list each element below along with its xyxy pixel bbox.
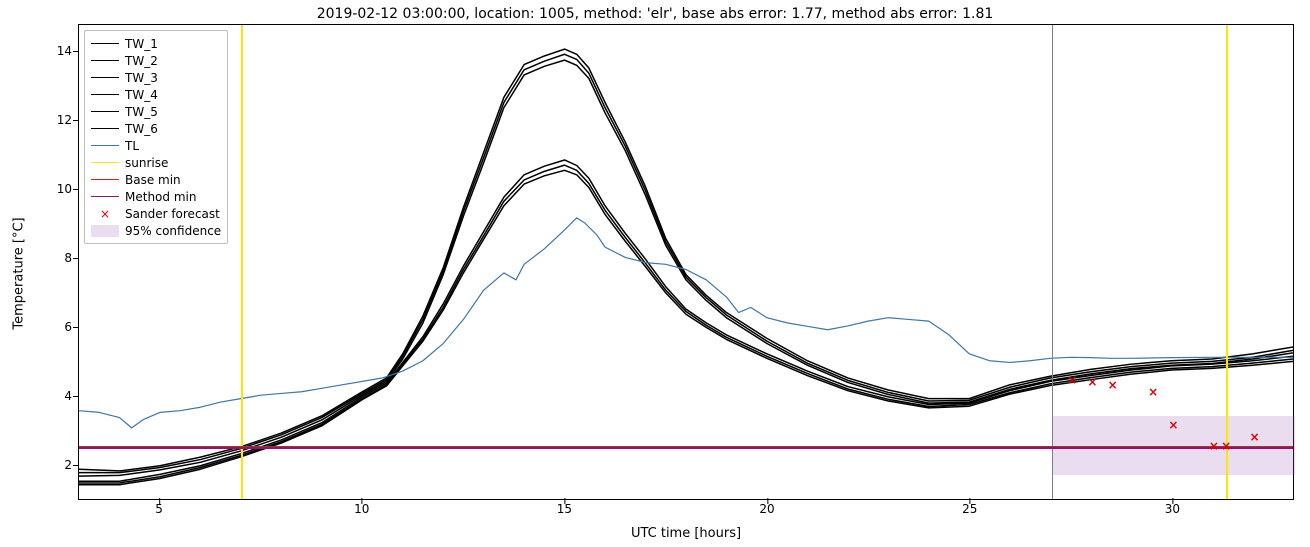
legend-item: Base min bbox=[91, 171, 221, 188]
legend-label: 95% confidence bbox=[125, 224, 221, 238]
sander-forecast-marker: × bbox=[1221, 441, 1231, 451]
sander-forecast-marker: × bbox=[1108, 380, 1118, 390]
series-TW_4 bbox=[79, 160, 1293, 481]
series-TW_1 bbox=[79, 49, 1293, 471]
x-tick: 10 bbox=[354, 502, 369, 516]
legend-item: ×Sander forecast bbox=[91, 205, 221, 222]
legend-label: TW_1 bbox=[125, 37, 158, 51]
series-TW_5 bbox=[79, 165, 1293, 483]
sander-forecast-marker: × bbox=[1087, 377, 1097, 387]
figure: 2019-02-12 03:00:00, location: 1005, met… bbox=[0, 0, 1310, 547]
x-tick: 25 bbox=[962, 502, 977, 516]
legend-item: Method min bbox=[91, 188, 221, 205]
y-tick: 2 bbox=[44, 458, 72, 472]
legend-item: TL bbox=[91, 137, 221, 154]
y-tick: 4 bbox=[44, 389, 72, 403]
legend-label: TW_4 bbox=[125, 88, 158, 102]
legend-item: TW_6 bbox=[91, 120, 221, 137]
sander-forecast-marker: × bbox=[1168, 420, 1178, 430]
legend-item: sunrise bbox=[91, 154, 221, 171]
hline-method-min bbox=[79, 447, 1293, 449]
series-TW_2 bbox=[79, 54, 1293, 472]
legend-label: TW_5 bbox=[125, 105, 158, 119]
x-tick: 15 bbox=[557, 502, 572, 516]
legend-label: TW_3 bbox=[125, 71, 158, 85]
sander-forecast-marker: × bbox=[1067, 375, 1077, 385]
series-TW_3 bbox=[79, 60, 1293, 476]
series-TL bbox=[79, 218, 1293, 428]
legend-item: TW_4 bbox=[91, 86, 221, 103]
legend-item: TW_3 bbox=[91, 69, 221, 86]
legend-label: TW_2 bbox=[125, 54, 158, 68]
legend-label: Sander forecast bbox=[125, 207, 220, 221]
x-tick: 30 bbox=[1165, 502, 1180, 516]
legend-item: TW_2 bbox=[91, 52, 221, 69]
legend: TW_1 TW_2 TW_3 TW_4 TW_5 TW_6 TL sunrise Base mi… bbox=[84, 30, 228, 244]
legend-label: TW_6 bbox=[125, 122, 158, 136]
y-tick: 10 bbox=[44, 182, 72, 196]
x-tick: 5 bbox=[155, 502, 163, 516]
series-TW_6 bbox=[79, 170, 1293, 484]
y-tick: 8 bbox=[44, 251, 72, 265]
y-axis-label: Temperature [°C] bbox=[8, 0, 30, 547]
legend-label: sunrise bbox=[125, 156, 168, 170]
legend-item: 95% confidence bbox=[91, 222, 221, 239]
sander-forecast-marker: × bbox=[1209, 441, 1219, 451]
legend-item: TW_5 bbox=[91, 103, 221, 120]
sander-forecast-marker: × bbox=[1249, 432, 1259, 442]
y-tick: 14 bbox=[44, 44, 72, 58]
vline-sunrise-2 bbox=[1226, 25, 1228, 499]
chart-title: 2019-02-12 03:00:00, location: 1005, met… bbox=[0, 6, 1310, 22]
vline-forecast-start bbox=[1052, 25, 1054, 499]
line-layer bbox=[79, 25, 1293, 500]
vline-sunrise-1 bbox=[241, 25, 243, 499]
x-axis-label: UTC time [hours] bbox=[78, 526, 1294, 541]
plot-area: TW_1 TW_2 TW_3 TW_4 TW_5 TW_6 TL sunrise Base mi… bbox=[78, 24, 1294, 500]
legend-item: TW_1 bbox=[91, 35, 221, 52]
legend-label: Base min bbox=[125, 173, 181, 187]
sander-forecast-marker: × bbox=[1148, 387, 1158, 397]
y-tick: 6 bbox=[44, 320, 72, 334]
x-tick: 20 bbox=[759, 502, 774, 516]
legend-label: TL bbox=[125, 139, 139, 153]
y-tick: 12 bbox=[44, 113, 72, 127]
legend-label: Method min bbox=[125, 190, 196, 204]
